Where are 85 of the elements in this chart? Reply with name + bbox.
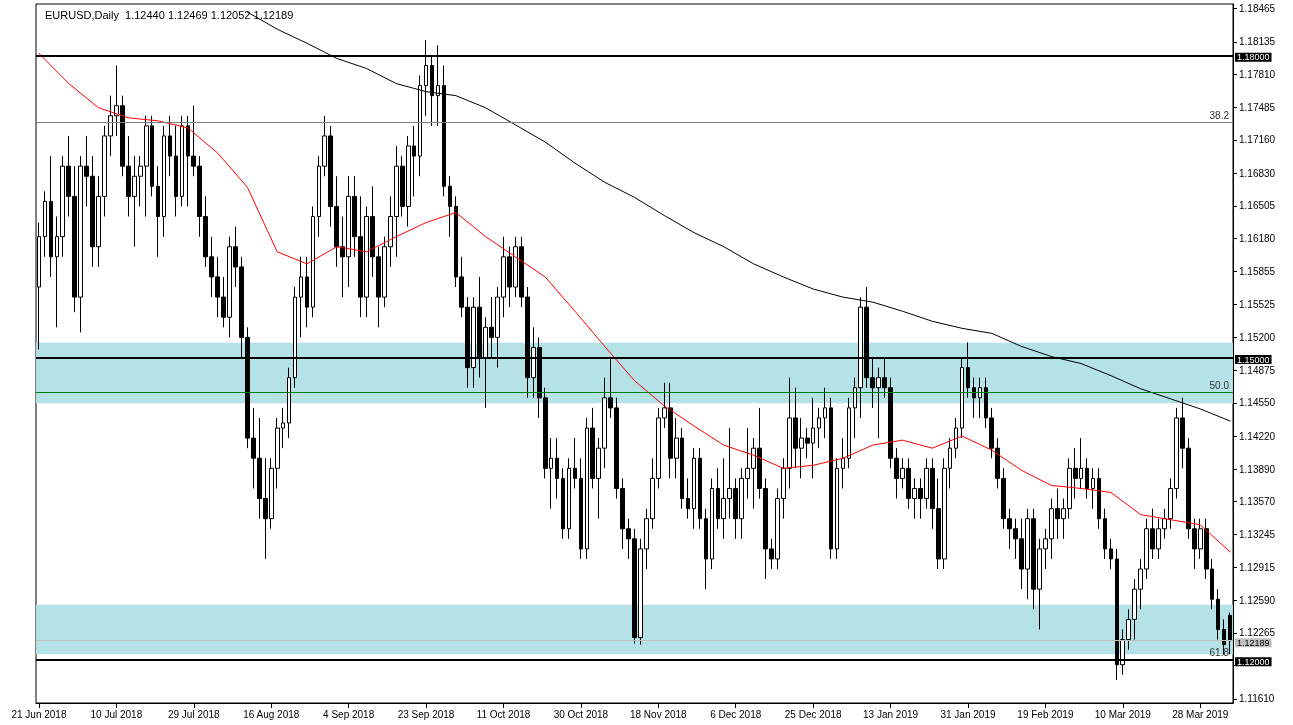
candlestick (1109, 538, 1113, 570)
candlestick (49, 155, 53, 278)
x-tick-label: 11 Oct 2018 (476, 708, 531, 720)
y-tick-label: 1.14220 (1239, 430, 1276, 442)
candlestick (1216, 588, 1220, 641)
y-tick-label: 1.14550 (1239, 397, 1276, 409)
ref-line-label: 1.15000 (1237, 354, 1270, 365)
candlestick (686, 477, 690, 520)
y-tick-label: 1.17485 (1239, 101, 1276, 113)
y-tick-label: 1.13570 (1239, 496, 1276, 508)
candlestick (311, 205, 315, 318)
candlestick (698, 447, 702, 530)
y-tick-label: 1.13245 (1239, 528, 1276, 540)
x-tick-label: 4 Sep 2018 (323, 708, 375, 720)
x-tick-label: 31 Jan 2019 (940, 708, 996, 720)
ref-line-label: 1.12189 (1237, 637, 1270, 648)
x-tick-label: 29 Jul 2018 (167, 708, 221, 720)
x-tick-label: 10 Mar 2019 (1094, 708, 1152, 720)
annotation: 61.8 (1209, 647, 1230, 659)
x-tick-label: 23 Sep 2018 (397, 708, 455, 720)
y-tick-label: 1.13890 (1239, 463, 1276, 475)
y-tick-label: 1.11610 (1239, 693, 1275, 705)
candlestick (847, 397, 851, 469)
candlestick (418, 75, 422, 177)
y-tick-label: 1.16830 (1239, 167, 1276, 179)
x-tick-label: 21 Jun 2018 (11, 708, 67, 720)
candlestick (817, 407, 821, 449)
ref-line-label: 1.18000 (1237, 52, 1270, 63)
line-series (38, 52, 1231, 553)
candlestick (442, 64, 446, 197)
candlestick (1091, 467, 1095, 510)
y-tick-label: 1.14875 (1239, 364, 1276, 376)
annotation: 38.2 (1209, 109, 1230, 121)
y-tick-label: 1.15200 (1239, 331, 1276, 343)
x-tick-label: 19 Feb 2019 (1017, 708, 1074, 720)
y-tick-label: 1.16505 (1239, 200, 1276, 212)
candlestick (1097, 467, 1101, 530)
y-tick-label: 1.17160 (1239, 134, 1276, 146)
ref-line-label: 1.12000 (1237, 656, 1270, 667)
y-tick-label: 1.12915 (1239, 562, 1276, 574)
x-tick-label: 13 Jan 2019 (863, 708, 919, 720)
y-tick-label: 1.18135 (1239, 36, 1276, 48)
y-tick-label: 1.15525 (1239, 299, 1276, 311)
candlestick (710, 477, 714, 570)
candlestick (954, 417, 958, 459)
chart-title: EURUSD,Daily 1.12440 1.12469 1.12052 1.12189 (45, 8, 294, 21)
candlestick (567, 457, 571, 540)
candlestick (841, 437, 845, 489)
candlestick (448, 175, 452, 238)
candlestick (972, 377, 976, 419)
x-tick-label: 25 Dec 2018 (784, 708, 842, 720)
x-tick-label: 6 Dec 2018 (710, 708, 762, 720)
candlestick (579, 457, 583, 560)
candlestick (180, 115, 184, 207)
y-tick-label: 1.18465 (1239, 3, 1276, 15)
y-tick-label: 1.12590 (1239, 594, 1276, 606)
y-tick-label: 1.16180 (1239, 233, 1276, 245)
candlestick (704, 508, 708, 590)
candlestick (561, 467, 565, 540)
candlestick (162, 125, 166, 238)
candlestick (168, 115, 172, 177)
candlestick (305, 256, 309, 328)
candlestick (823, 387, 827, 439)
candlestick (692, 447, 696, 530)
candlestick (299, 256, 303, 338)
candlestick (829, 397, 833, 560)
y-tick-label: 1.15855 (1239, 265, 1276, 277)
candlestick (156, 165, 160, 258)
x-tick-label: 30 Oct 2018 (553, 708, 609, 720)
candlestick (978, 377, 982, 419)
x-tick-label: 16 Aug 2018 (243, 708, 300, 720)
candlestick (43, 190, 47, 258)
annotation: 50.0 (1209, 379, 1230, 391)
candlestick (287, 367, 291, 439)
candlestick (555, 437, 559, 500)
x-tick-label: 10 Jul 2018 (90, 708, 143, 720)
y-tick-label: 1.17810 (1239, 69, 1276, 80)
candlestick (1085, 457, 1089, 500)
candlestick (835, 457, 839, 560)
candlestick (1103, 508, 1107, 560)
x-tick-label: 18 Nov 2018 (629, 708, 688, 720)
y-tick-label: 1.12265 (1239, 627, 1276, 639)
candlestick (573, 437, 577, 489)
x-tick-label: 28 Mar 2019 (1172, 708, 1229, 720)
candlestick (174, 125, 178, 218)
